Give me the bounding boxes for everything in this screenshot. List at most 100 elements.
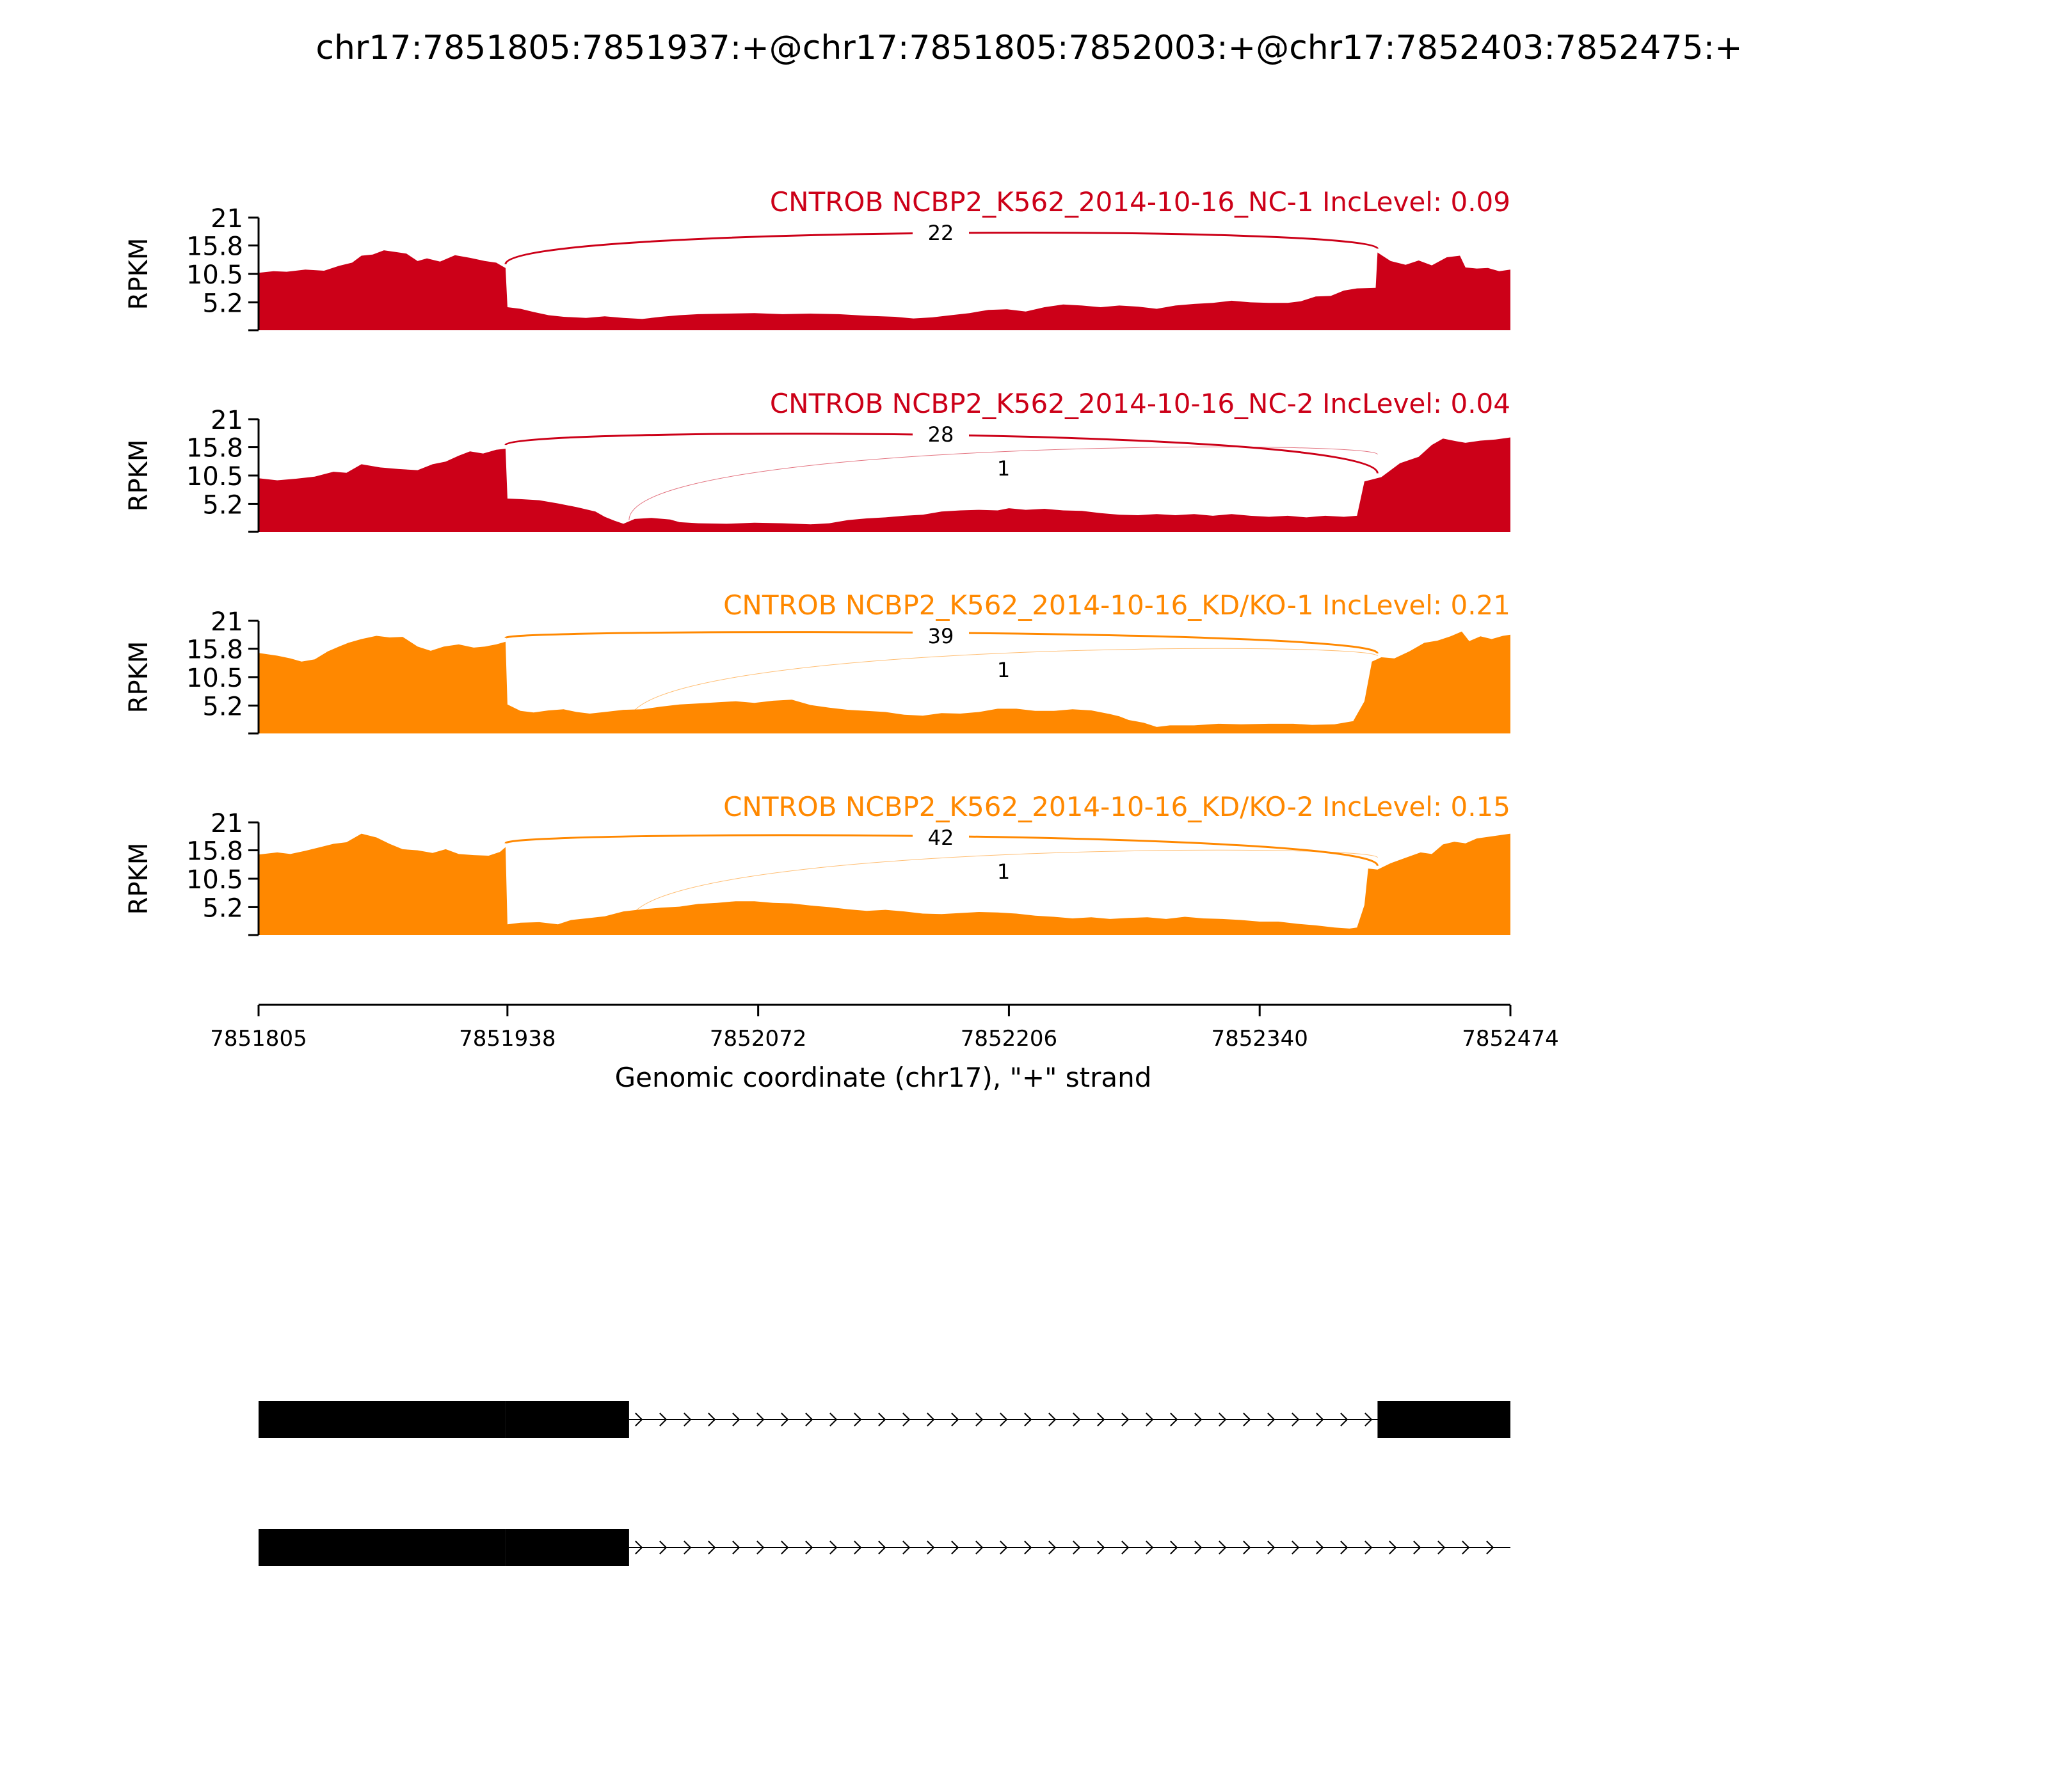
exon-block <box>259 1529 506 1566</box>
y-tick-label: 5.2 <box>202 490 243 520</box>
junction-count: 42 <box>928 826 954 850</box>
strand-arrow <box>1000 1540 1008 1555</box>
junction-label-bg <box>975 658 1032 681</box>
strand-arrow <box>1462 1540 1470 1555</box>
strand-arrow <box>902 1412 911 1427</box>
junction-count: 22 <box>928 221 954 245</box>
y-tick-label: 21 <box>211 607 243 637</box>
strand-arrow <box>1292 1412 1300 1427</box>
junction-label-bg <box>913 826 969 849</box>
y-tick-label: 15.8 <box>186 636 243 665</box>
strand-arrow <box>1292 1540 1300 1555</box>
strand-arrow <box>927 1412 935 1427</box>
y-tick-label: 10.5 <box>186 865 243 895</box>
y-tick-label: 21 <box>211 406 243 435</box>
strand-arrow <box>854 1412 862 1427</box>
strand-arrow <box>1000 1412 1008 1427</box>
track-label: CNTROB NCBP2_K562_2014-10-16_KD/KO-2 Inc… <box>723 791 1510 822</box>
isoform-2 <box>259 1529 1510 1566</box>
junction-label-bg <box>975 860 1032 883</box>
x-tick-label: 7851938 <box>459 1026 556 1052</box>
coverage-area <box>259 437 1510 532</box>
exon-block <box>1377 1401 1510 1438</box>
y-axis-label: RPKM <box>124 238 154 310</box>
coverage-area <box>259 631 1510 733</box>
strand-arrow <box>1073 1412 1081 1427</box>
y-axis-label: RPKM <box>124 641 154 714</box>
strand-arrow <box>975 1540 984 1555</box>
strand-arrow <box>1340 1540 1348 1555</box>
coverage-area <box>259 833 1510 935</box>
strand-arrow <box>1024 1540 1032 1555</box>
strand-arrow <box>951 1540 959 1555</box>
strand-arrow <box>1170 1412 1178 1427</box>
track-label: CNTROB NCBP2_K562_2014-10-16_NC-1 IncLev… <box>770 186 1510 218</box>
x-axis: 7851805 7851938 7852072 7852206 7852340 78524… <box>210 1004 1559 1052</box>
strand-arrow <box>829 1540 838 1555</box>
x-tick-label: 7852206 <box>961 1026 1057 1052</box>
junction-count: 1 <box>997 860 1010 884</box>
strand-arrow <box>708 1412 716 1427</box>
x-tick-label: 7852340 <box>1211 1026 1308 1052</box>
y-tick-label: 21 <box>211 809 243 838</box>
track-label: CNTROB NCBP2_K562_2014-10-16_NC-2 IncLev… <box>770 388 1510 419</box>
track-label: CNTROB NCBP2_K562_2014-10-16_KD/KO-1 Inc… <box>723 589 1510 621</box>
strand-arrow <box>805 1412 813 1427</box>
y-tick-label: 10.5 <box>186 260 243 290</box>
junction-label-bg <box>913 422 969 445</box>
strand-arrow <box>1219 1540 1227 1555</box>
strand-arrow <box>1316 1412 1324 1427</box>
strand-arrow <box>951 1412 959 1427</box>
strand-arrow <box>635 1412 643 1427</box>
strand-arrow <box>781 1540 789 1555</box>
y-axis-label: RPKM <box>124 440 154 512</box>
strand-arrow <box>1316 1540 1324 1555</box>
exon-block <box>259 1401 506 1438</box>
strand-arrow <box>635 1540 643 1555</box>
strand-arrow <box>756 1540 765 1555</box>
y-axis-label: RPKM <box>124 843 154 915</box>
strand-arrow <box>1121 1540 1130 1555</box>
isoform-track <box>259 1401 1510 1566</box>
strand-arrow <box>927 1540 935 1555</box>
strand-arrow <box>1194 1540 1203 1555</box>
strand-arrow <box>1243 1540 1251 1555</box>
junction-label-bg <box>913 624 969 647</box>
y-tick-label: 21 <box>211 204 243 234</box>
strand-arrow <box>659 1540 668 1555</box>
junction-count: 39 <box>928 624 954 648</box>
junction-count: 28 <box>928 422 954 447</box>
strand-arrow <box>878 1412 886 1427</box>
junction-label-bg <box>975 456 1032 479</box>
strand-arrow <box>1146 1540 1154 1555</box>
strand-arrow <box>1048 1412 1057 1427</box>
junction-arc <box>628 648 1378 723</box>
strand-arrow <box>1364 1540 1373 1555</box>
strand-arrow <box>805 1540 813 1555</box>
x-axis-label: Genomic coordinate (chr17), "+" strand <box>615 1062 1152 1093</box>
strand-arrow <box>829 1412 838 1427</box>
strand-arrow <box>1024 1412 1032 1427</box>
strand-arrow <box>1364 1412 1373 1427</box>
strand-arrow <box>732 1412 740 1427</box>
strand-arrow <box>684 1540 692 1555</box>
strand-arrow <box>1048 1540 1057 1555</box>
strand-arrow <box>902 1540 911 1555</box>
strand-arrow <box>854 1540 862 1555</box>
strand-arrow <box>1413 1540 1421 1555</box>
y-tick-label: 15.8 <box>186 434 243 463</box>
strand-arrow <box>732 1540 740 1555</box>
junction-count: 1 <box>997 456 1010 481</box>
strand-arrow <box>1267 1540 1276 1555</box>
x-tick-label: 7852474 <box>1462 1026 1558 1052</box>
strand-arrow <box>1194 1412 1203 1427</box>
y-tick-label: 15.8 <box>186 837 243 867</box>
strand-arrow <box>1219 1412 1227 1427</box>
exon-block <box>505 1401 629 1438</box>
y-tick-label: 5.2 <box>202 289 243 318</box>
exon-block <box>505 1529 629 1566</box>
